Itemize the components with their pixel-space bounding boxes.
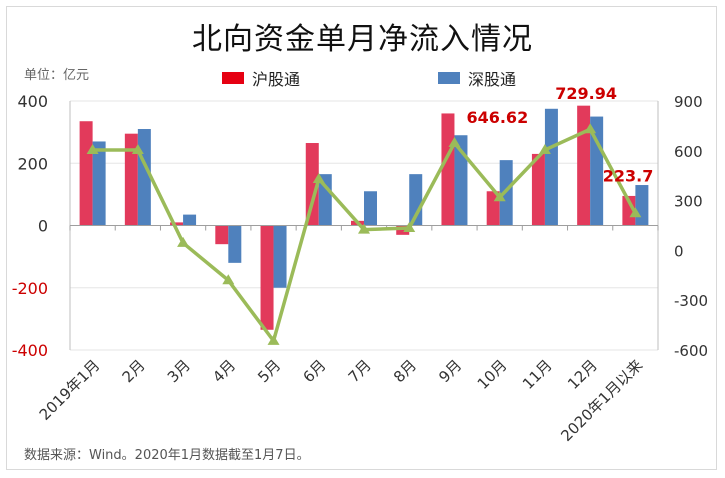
category-label: 9月 — [435, 356, 465, 386]
category-label: 6月 — [300, 356, 330, 386]
category-label: 4月 — [209, 356, 239, 386]
unit-label: 单位：亿元 — [24, 68, 90, 83]
source-note: 数据来源：Wind。2020年1月数据截至1月7日。 — [24, 448, 310, 463]
left-tick-label: -400 — [12, 341, 48, 360]
left-tick-label: 400 — [17, 92, 48, 111]
right-tick-label: 300 — [674, 193, 703, 211]
total-point — [584, 123, 597, 134]
chart-frame — [6, 6, 717, 470]
total-point — [86, 143, 99, 154]
bar-sz — [544, 108, 558, 226]
bar-sh — [305, 143, 319, 226]
total-point — [629, 207, 642, 218]
right-tick-label: -600 — [674, 342, 708, 360]
total-point — [448, 137, 461, 148]
total-point — [177, 236, 190, 247]
right-tick-label: -300 — [674, 292, 708, 310]
bar-sh — [215, 225, 229, 245]
legend-item-sz: 深股通 — [438, 66, 516, 90]
total-point — [538, 143, 551, 154]
left-tick-label: 0 — [38, 217, 48, 236]
bar-sh — [577, 105, 591, 226]
bar-sz — [228, 225, 242, 263]
chart-title: 北向资金单月净流入情况 — [192, 22, 533, 57]
total-point — [312, 173, 325, 184]
total-point — [131, 143, 144, 154]
legend-label-sz: 深股通 — [468, 70, 517, 89]
bar-sz — [454, 135, 468, 226]
data-label: 729.94 — [555, 84, 617, 103]
total-point — [358, 223, 370, 234]
bar-sz — [635, 185, 649, 226]
bar-sz — [92, 141, 106, 226]
category-label: 11月 — [519, 356, 556, 393]
bar-sh — [124, 133, 138, 226]
total-point — [267, 334, 280, 345]
legend-item-sh: 沪股通 — [222, 66, 300, 90]
legend-swatch-sz — [438, 72, 460, 84]
right-tick-label: 600 — [674, 143, 703, 161]
category-label: 2月 — [119, 356, 149, 386]
left-tick-label: 200 — [17, 154, 48, 173]
total-point — [403, 221, 416, 232]
total-point — [493, 191, 506, 202]
right-tick-label: 0 — [674, 242, 684, 260]
bar-sh — [441, 113, 455, 226]
bar-sh — [170, 222, 184, 226]
legend-swatch-sh — [222, 72, 244, 84]
category-label: 2020年1月以来 — [557, 356, 646, 445]
bar-sz — [364, 191, 377, 226]
data-label: 646.62 — [466, 108, 528, 127]
category-label: 3月 — [164, 356, 194, 386]
left-tick-label: -200 — [12, 279, 48, 298]
bar-sh — [79, 121, 93, 226]
category-label: 7月 — [345, 356, 375, 386]
total-point — [222, 274, 235, 285]
legend-label-sh: 沪股通 — [252, 70, 301, 89]
category-label: 8月 — [390, 356, 420, 386]
right-tick-label: 900 — [674, 93, 703, 111]
data-label: 223.7 — [603, 166, 654, 185]
bar-sz — [273, 225, 287, 288]
category-label: 12月 — [564, 356, 601, 393]
bar-sh — [260, 225, 274, 330]
bar-sh — [396, 225, 410, 235]
bar-sz — [318, 174, 332, 226]
bar-sh — [531, 153, 545, 226]
bar-sh — [622, 195, 636, 226]
category-label: 10月 — [474, 356, 511, 393]
bar-sz — [183, 214, 197, 226]
bar-sz — [137, 129, 151, 226]
category-label: 5月 — [254, 356, 284, 386]
category-label: 2019年1月 — [36, 356, 104, 424]
